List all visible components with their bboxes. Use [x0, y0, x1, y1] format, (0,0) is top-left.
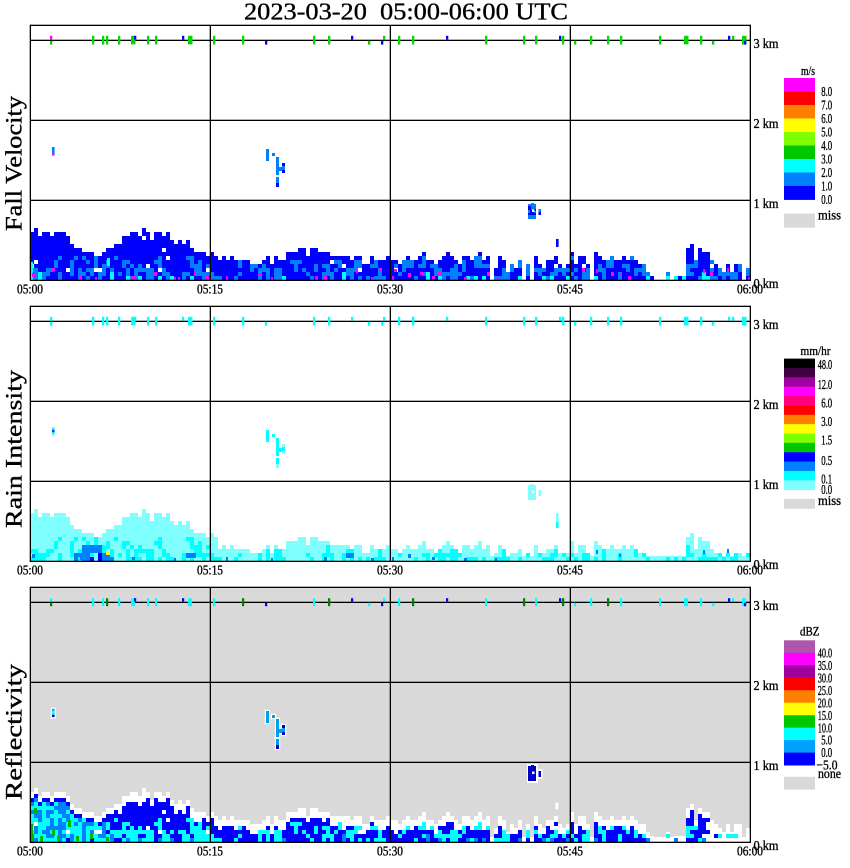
svg-text:8.0: 8.0 [821, 85, 832, 100]
svg-text:30.0: 30.0 [818, 671, 833, 686]
svg-text:1 km: 1 km [754, 197, 779, 212]
svg-text:3 km: 3 km [754, 37, 779, 52]
svg-text:05:00: 05:00 [17, 283, 43, 298]
svg-text:05:15: 05:15 [197, 283, 223, 298]
svg-text:06:00: 06:00 [737, 283, 763, 298]
svg-text:05:30: 05:30 [377, 845, 403, 860]
svg-text:0.5: 0.5 [821, 454, 832, 469]
svg-text:0.0: 0.0 [821, 193, 832, 208]
svg-text:3 km: 3 km [754, 318, 779, 333]
svg-text:6.0: 6.0 [821, 396, 832, 411]
svg-text:05:45: 05:45 [557, 283, 583, 298]
svg-text:Reflectivity: Reflectivity [2, 663, 27, 800]
svg-text:05:15: 05:15 [197, 564, 223, 579]
svg-text:6.0: 6.0 [821, 112, 832, 127]
svg-text:48.0: 48.0 [818, 358, 833, 373]
svg-text:2 km: 2 km [754, 398, 779, 413]
svg-text:1 km: 1 km [754, 478, 779, 493]
svg-text:2 km: 2 km [754, 117, 779, 132]
svg-text:7.0: 7.0 [821, 99, 832, 114]
svg-text:1.5: 1.5 [821, 433, 832, 448]
svg-text:m/s: m/s [801, 63, 815, 78]
svg-text:2.0: 2.0 [821, 166, 832, 181]
svg-text:25.0: 25.0 [818, 684, 833, 699]
svg-text:06:00: 06:00 [737, 845, 763, 860]
svg-text:20.0: 20.0 [818, 696, 833, 711]
svg-text:10.0: 10.0 [818, 721, 833, 736]
svg-text:0 km: 0 km [754, 839, 779, 854]
svg-text:3.0: 3.0 [821, 153, 832, 168]
svg-text:1.0: 1.0 [821, 180, 832, 195]
svg-text:2 km: 2 km [754, 679, 779, 694]
svg-text:05:30: 05:30 [377, 564, 403, 579]
svg-text:0.0: 0.0 [821, 746, 832, 761]
svg-text:miss: miss [818, 494, 841, 509]
svg-text:05:00: 05:00 [17, 564, 43, 579]
svg-text:miss: miss [818, 209, 841, 224]
svg-text:Fall Velocity: Fall Velocity [2, 95, 27, 231]
svg-text:06:00: 06:00 [737, 564, 763, 579]
svg-text:mm/hr: mm/hr [801, 343, 832, 358]
svg-text:5.0: 5.0 [821, 734, 832, 749]
svg-text:0 km: 0 km [754, 277, 779, 292]
svg-text:Rain Intensity: Rain Intensity [2, 369, 27, 528]
svg-text:dBZ: dBZ [800, 624, 820, 639]
svg-text:3 km: 3 km [754, 599, 779, 614]
svg-text:05:30: 05:30 [377, 283, 403, 298]
svg-text:35.0: 35.0 [818, 659, 833, 674]
svg-text:4.0: 4.0 [821, 139, 832, 154]
svg-text:0.1: 0.1 [821, 472, 832, 487]
svg-text:15.0: 15.0 [818, 709, 833, 724]
svg-text:0 km: 0 km [754, 558, 779, 573]
svg-text:1 km: 1 km [754, 759, 779, 774]
svg-text:05:45: 05:45 [557, 845, 583, 860]
svg-text:2023-03-20 05:00-06:00 UTC: 2023-03-20 05:00-06:00 UTC [244, 0, 568, 26]
svg-text:none: none [818, 767, 841, 782]
svg-text:−5.0: −5.0 [817, 759, 838, 774]
svg-text:05:45: 05:45 [557, 564, 583, 579]
svg-text:05:00: 05:00 [17, 845, 43, 860]
svg-text:40.0: 40.0 [818, 646, 833, 661]
svg-text:3.0: 3.0 [821, 415, 832, 430]
svg-text:0.0: 0.0 [821, 483, 832, 498]
svg-text:12.0: 12.0 [818, 378, 833, 393]
svg-text:05:15: 05:15 [197, 845, 223, 860]
svg-text:5.0: 5.0 [821, 126, 832, 141]
